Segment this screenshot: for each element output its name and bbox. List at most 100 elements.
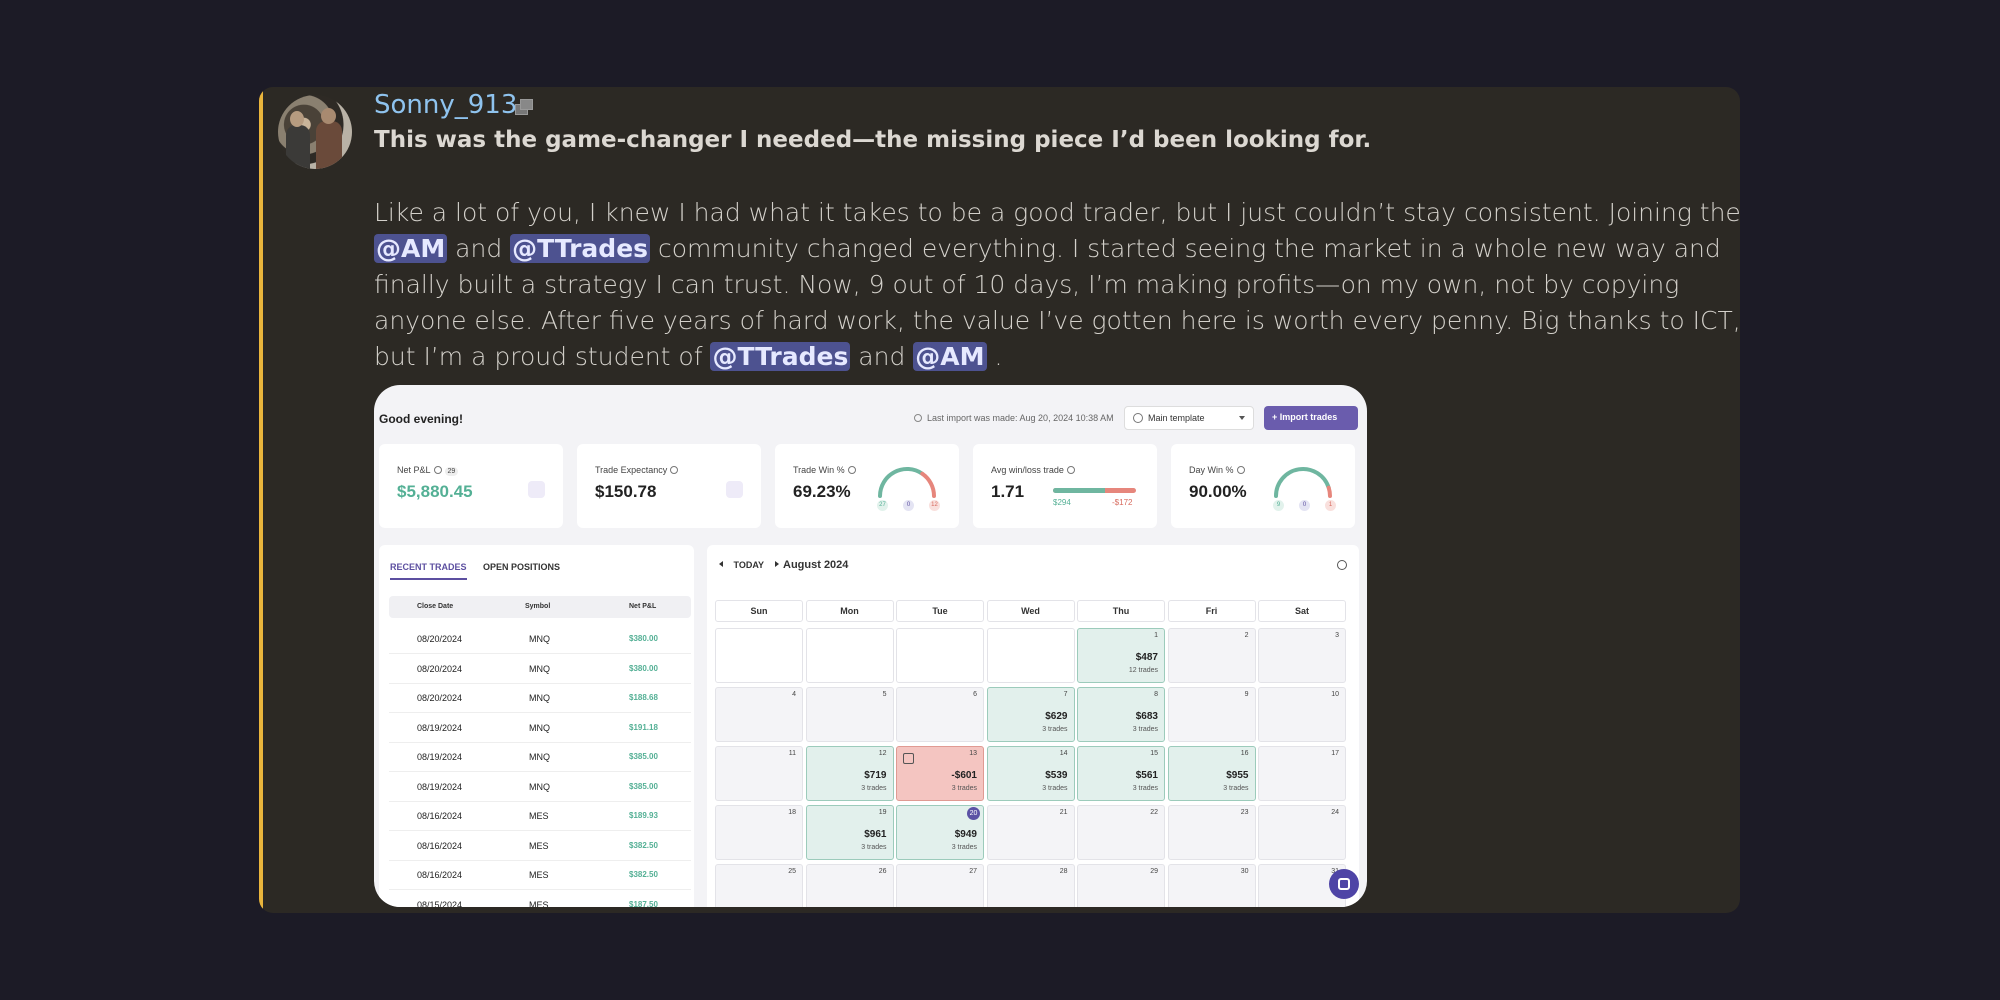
info-icon[interactable] [1066, 466, 1075, 474]
day-number: 30 [1240, 868, 1249, 875]
message-text: and [850, 342, 914, 371]
calendar-day[interactable]: 11 [715, 746, 803, 801]
attached-screenshot[interactable]: Good evening! Last import was made: Aug … [374, 385, 1367, 907]
calendar-day[interactable]: 16 $955 3 trades [1167, 746, 1256, 801]
calendar-day[interactable]: 1 $487 12 trades [1077, 628, 1165, 683]
trade-symbol: MES [529, 899, 549, 908]
calendar-day[interactable]: 21 [986, 805, 1075, 860]
trade-symbol: MES [529, 811, 549, 821]
calendar-day[interactable]: 2 [1167, 628, 1256, 683]
table-row[interactable]: 08/20/2024 MNQ $380.00 [389, 625, 691, 654]
mention-am[interactable]: @AM [374, 234, 448, 263]
stat-label: Net P&L [397, 465, 431, 475]
chevron-down-icon [1239, 416, 1245, 420]
message-text: and [447, 234, 511, 263]
table-row[interactable]: 08/16/2024 MES $189.93 [389, 802, 691, 831]
info-icon[interactable] [1236, 466, 1245, 474]
calendar-day[interactable]: 18 [715, 805, 803, 860]
calendar-day[interactable]: 25 [715, 864, 803, 907]
calendar-day[interactable]: 14 $539 3 trades [986, 746, 1075, 801]
trade-symbol: MNQ [529, 781, 550, 792]
calendar-day[interactable]: 7 $629 3 trades [986, 687, 1075, 742]
day-trade-count: 3 trades [951, 844, 977, 851]
trade-close-date: 08/19/2024 [417, 781, 463, 792]
gauge-loss-count: 1 [1325, 500, 1336, 511]
table-row[interactable]: 08/16/2024 MES $382.50 [389, 861, 691, 890]
stat-avg-win-loss: Avg win/loss trade 1.71 $294 -$172 [973, 444, 1157, 528]
mention-ttrades[interactable]: @TTrades [510, 234, 651, 263]
table-row[interactable]: 08/16/2024 MES $382.50 [389, 832, 691, 861]
day-number: 23 [1240, 809, 1249, 816]
gauge-even-count: 0 [1299, 500, 1310, 511]
calendar-day[interactable]: 9 [1167, 687, 1256, 742]
calendar-day[interactable]: 4 [715, 687, 803, 742]
day-pnl: $683 [1135, 711, 1158, 722]
calendar-day[interactable]: 10 [1258, 687, 1346, 742]
trade-pnl: $385.00 [629, 781, 658, 791]
calendar-day[interactable]: 12 $719 3 trades [805, 746, 894, 801]
calendar-day[interactable]: 3 [1258, 628, 1346, 683]
tab-recent-trades[interactable]: RECENT TRADES [390, 562, 467, 580]
calendar-day[interactable]: 30 [1167, 864, 1256, 907]
calendar-day[interactable]: 5 [805, 687, 894, 742]
calendar-day[interactable]: 27 [896, 864, 984, 907]
gauge-even-count: 0 [903, 500, 914, 511]
calendar-day[interactable]: 17 [1258, 746, 1346, 801]
trade-close-date: 08/15/2024 [417, 899, 463, 908]
win-fill [1053, 488, 1106, 493]
calendar-day[interactable]: 8 $683 3 trades [1077, 687, 1165, 742]
table-row[interactable]: 08/20/2024 MNQ $380.00 [389, 655, 691, 684]
greeting: Good evening! [379, 412, 463, 426]
calendar-day[interactable]: 22 [1077, 805, 1165, 860]
table-row[interactable]: 08/20/2024 MNQ $188.68 [389, 684, 691, 713]
column-header[interactable]: Symbol [525, 603, 551, 610]
day-number: 22 [1150, 809, 1158, 816]
note-icon[interactable] [903, 753, 914, 764]
calendar-day[interactable]: 29 [1077, 864, 1165, 907]
info-icon[interactable] [847, 466, 856, 474]
table-row[interactable]: 08/19/2024 MNQ $191.18 [389, 714, 691, 743]
mention-ttrades[interactable]: @TTrades [710, 342, 851, 371]
import-trades-button[interactable]: + Import trades [1264, 406, 1358, 430]
day-number: 20 [967, 807, 980, 820]
info-icon[interactable] [1337, 560, 1347, 570]
column-header[interactable]: Close Date [417, 603, 454, 610]
calendar-day[interactable]: 20 $949 3 trades [896, 805, 984, 860]
trade-close-date: 08/19/2024 [417, 722, 463, 733]
stat-icon [726, 481, 743, 498]
calendar-day[interactable]: 23 [1167, 805, 1256, 860]
calendar-day[interactable]: 19 $961 3 trades [805, 805, 894, 860]
day-number: 19 [878, 809, 887, 816]
trade-pnl: $191.18 [629, 722, 658, 732]
table-row[interactable]: 08/15/2024 MES $187.50 [389, 891, 691, 908]
day-number: 17 [1331, 750, 1339, 757]
tab-open-positions[interactable]: OPEN POSITIONS [483, 562, 561, 572]
calendar-month: August 2024 [783, 559, 849, 571]
calendar-day[interactable]: 6 [896, 687, 984, 742]
prev-month-icon[interactable] [719, 561, 723, 567]
column-header[interactable]: Net P&L [629, 603, 657, 610]
weekday-header: Thu [1077, 600, 1165, 622]
calendar-day[interactable]: 26 [805, 864, 894, 907]
info-icon[interactable] [670, 466, 679, 474]
calendar-day[interactable]: 28 [986, 864, 1075, 907]
info-icon[interactable] [433, 466, 442, 474]
mention-am[interactable]: @AM [913, 342, 987, 371]
calendar-day[interactable]: 24 [1258, 805, 1346, 860]
chat-button[interactable] [1329, 869, 1359, 899]
gauge-win-arc [878, 467, 925, 498]
trade-close-date: 08/20/2024 [417, 663, 463, 674]
table-header: Close Date Symbol Net P&L [389, 596, 691, 618]
gauge-win-count: 9 [1273, 500, 1284, 511]
calendar-day[interactable]: 13 -$601 3 trades [896, 746, 984, 801]
gauge-win-count: 27 [877, 500, 888, 511]
table-row[interactable]: 08/19/2024 MNQ $385.00 [389, 773, 691, 802]
table-row[interactable]: 08/19/2024 MNQ $385.00 [389, 743, 691, 772]
next-month-icon[interactable] [774, 561, 779, 567]
day-pnl: $949 [954, 829, 977, 840]
username[interactable]: Sonny_913 [374, 90, 518, 120]
avatar[interactable] [278, 95, 352, 169]
today-button[interactable]: TODAY [733, 560, 765, 570]
calendar-day[interactable]: 15 $561 3 trades [1077, 746, 1165, 801]
template-select[interactable]: Main template [1124, 406, 1254, 430]
